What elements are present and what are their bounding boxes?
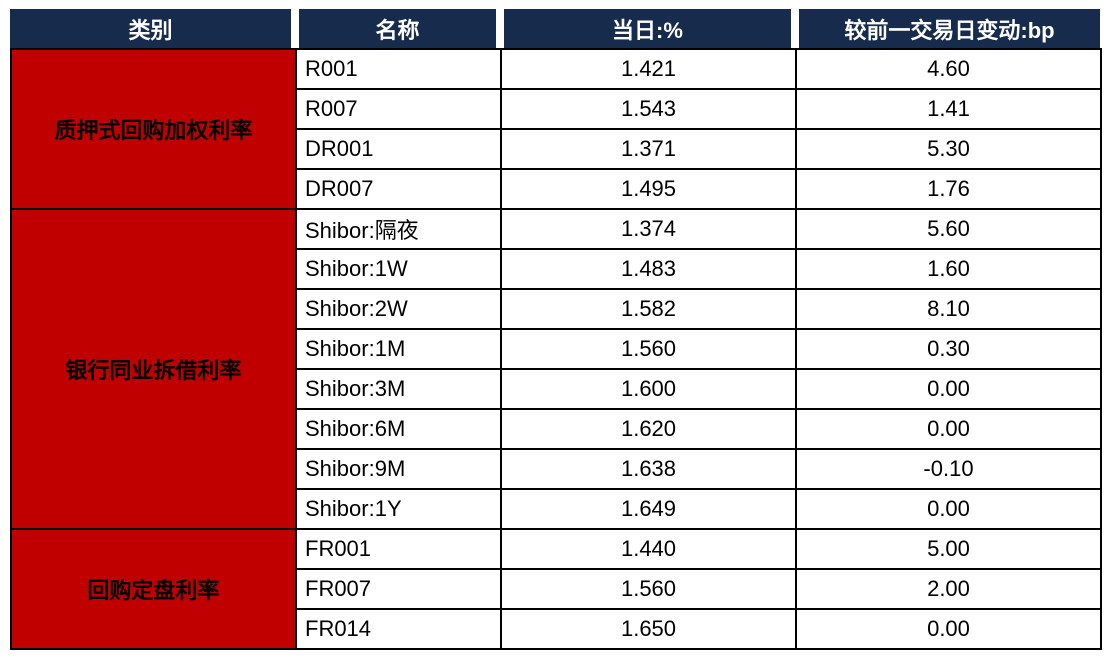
value-cell: 1.483: [500, 248, 797, 290]
name-cell: DR007: [295, 168, 502, 210]
change-cell: 4.60: [795, 48, 1102, 90]
change-cell: 5.00: [795, 528, 1102, 570]
table-row: FR014 1.650 0.00: [11, 608, 1102, 650]
name-cell: Shibor:隔夜: [295, 208, 502, 250]
change-cell: 0.00: [795, 408, 1102, 450]
value-cell: 1.560: [500, 568, 797, 610]
header-category: 类别: [10, 9, 291, 48]
header-daily-percent: 当日:%: [504, 9, 791, 48]
rates-table-body: 质押式回购加权利率 R001 1.421 4.60 R007 1.543 1.41 DR001…: [10, 48, 1102, 650]
value-cell: 1.582: [500, 288, 797, 330]
change-cell: 1.76: [795, 168, 1102, 210]
change-cell: 1.60: [795, 248, 1102, 290]
table-row: 银行同业拆借利率 Shibor:隔夜 1.374 5.60: [10, 208, 1102, 530]
name-cell: Shibor:1Y: [295, 488, 502, 530]
change-cell: 5.60: [795, 208, 1102, 250]
table-row: 质押式回购加权利率 R001 1.421 4.60: [10, 48, 1102, 210]
change-cell: 2.00: [795, 568, 1102, 610]
value-cell: 1.495: [500, 168, 797, 210]
name-cell: FR001: [295, 528, 502, 570]
value-cell: 1.620: [500, 408, 797, 450]
table-row: Shibor:1Y 1.649 0.00: [11, 488, 1102, 530]
value-cell: 1.543: [500, 88, 797, 130]
table-row: Shibor:2W 1.582 8.10: [11, 288, 1102, 330]
name-cell: Shibor:1W: [295, 248, 502, 290]
change-cell: 0.00: [795, 368, 1102, 410]
change-cell: 5.30: [795, 128, 1102, 170]
table-row: Shibor:1M 1.560 0.30: [11, 328, 1102, 370]
name-cell: DR001: [295, 128, 502, 170]
value-cell: 1.560: [500, 328, 797, 370]
change-cell: -0.10: [795, 448, 1102, 490]
value-cell: 1.371: [500, 128, 797, 170]
value-cell: 1.440: [500, 528, 797, 570]
change-cell: 1.41: [795, 88, 1102, 130]
change-cell: 0.30: [795, 328, 1102, 370]
change-cell: 8.10: [795, 288, 1102, 330]
category-cell: 回购定盘利率: [10, 528, 297, 650]
rates-table: 质押式回购加权利率 R001 1.421 4.60 R007 1.543 1.41 DR001…: [10, 48, 1102, 650]
value-cell: 1.638: [500, 448, 797, 490]
table-row: DR007 1.495 1.76: [11, 168, 1102, 210]
header-name: 名称: [299, 9, 496, 48]
value-cell: 1.374: [500, 208, 797, 250]
name-cell: FR007: [295, 568, 502, 610]
name-cell: R001: [295, 48, 502, 90]
table-row: Shibor:1W 1.483 1.60: [11, 248, 1102, 290]
table-row: Shibor:9M 1.638 -0.10: [11, 448, 1102, 490]
change-cell: 0.00: [795, 608, 1102, 650]
table-row: Shibor:3M 1.600 0.00: [11, 368, 1102, 410]
name-cell: FR014: [295, 608, 502, 650]
change-cell: 0.00: [795, 488, 1102, 530]
value-cell: 1.421: [500, 48, 797, 90]
name-cell: Shibor:1M: [295, 328, 502, 370]
name-cell: Shibor:6M: [295, 408, 502, 450]
table-row: R007 1.543 1.41: [11, 88, 1102, 130]
table-header-row: 类别 名称 当日:% 较前一交易日变动:bp: [10, 9, 1100, 48]
name-cell: Shibor:2W: [295, 288, 502, 330]
table-row: 回购定盘利率 FR001 1.440 5.00: [10, 528, 1102, 650]
table-row: FR007 1.560 2.00: [11, 568, 1102, 610]
name-cell: Shibor:9M: [295, 448, 502, 490]
category-cell: 质押式回购加权利率: [10, 48, 297, 210]
table-row: Shibor:6M 1.620 0.00: [11, 408, 1102, 450]
value-cell: 1.649: [500, 488, 797, 530]
header-change-bp: 较前一交易日变动:bp: [799, 9, 1100, 48]
name-cell: Shibor:3M: [295, 368, 502, 410]
value-cell: 1.650: [500, 608, 797, 650]
value-cell: 1.600: [500, 368, 797, 410]
category-cell: 银行同业拆借利率: [10, 208, 297, 530]
table-row: DR001 1.371 5.30: [11, 128, 1102, 170]
name-cell: R007: [295, 88, 502, 130]
